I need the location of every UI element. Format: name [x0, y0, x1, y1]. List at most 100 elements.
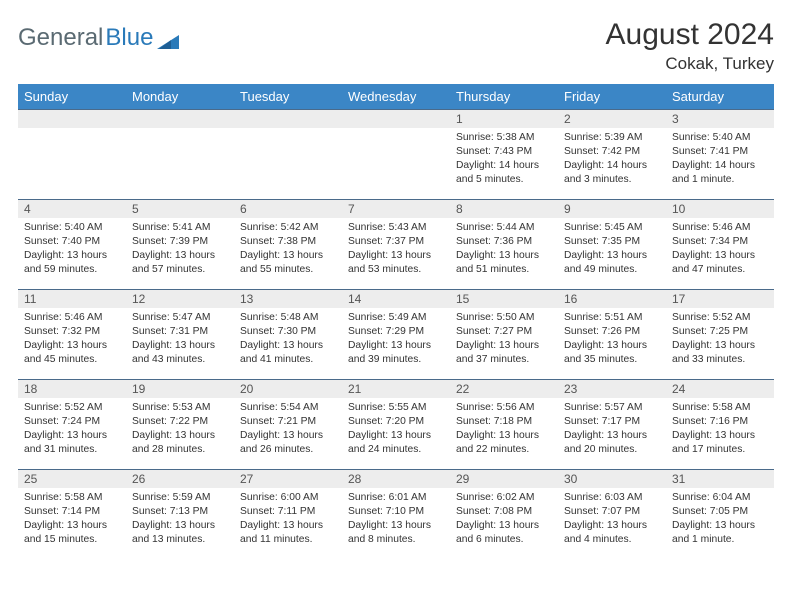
day-details: Sunrise: 6:00 AMSunset: 7:11 PMDaylight:…	[234, 488, 342, 551]
day-number: 20	[234, 380, 342, 398]
daylight-text: Daylight: 13 hours and 51 minutes.	[456, 249, 552, 277]
sunrise-text: Sunrise: 5:48 AM	[240, 311, 336, 325]
day-number	[234, 110, 342, 128]
day-details: Sunrise: 5:44 AMSunset: 7:36 PMDaylight:…	[450, 218, 558, 281]
calendar-cell: 20Sunrise: 5:54 AMSunset: 7:21 PMDayligh…	[234, 380, 342, 470]
day-number: 7	[342, 200, 450, 218]
daylight-text: Daylight: 14 hours and 5 minutes.	[456, 159, 552, 187]
day-number: 28	[342, 470, 450, 488]
day-details: Sunrise: 5:39 AMSunset: 7:42 PMDaylight:…	[558, 128, 666, 191]
sunset-text: Sunset: 7:21 PM	[240, 415, 336, 429]
day-header-row: Sunday Monday Tuesday Wednesday Thursday…	[18, 84, 774, 110]
calendar-cell: 18Sunrise: 5:52 AMSunset: 7:24 PMDayligh…	[18, 380, 126, 470]
calendar-cell: 19Sunrise: 5:53 AMSunset: 7:22 PMDayligh…	[126, 380, 234, 470]
sunrise-text: Sunrise: 5:53 AM	[132, 401, 228, 415]
daylight-text: Daylight: 13 hours and 59 minutes.	[24, 249, 120, 277]
sunset-text: Sunset: 7:42 PM	[564, 145, 660, 159]
day-number: 27	[234, 470, 342, 488]
daylight-text: Daylight: 13 hours and 31 minutes.	[24, 429, 120, 457]
sunset-text: Sunset: 7:13 PM	[132, 505, 228, 519]
day-number: 18	[18, 380, 126, 398]
daylight-text: Daylight: 13 hours and 15 minutes.	[24, 519, 120, 547]
calendar-cell: 31Sunrise: 6:04 AMSunset: 7:05 PMDayligh…	[666, 470, 774, 560]
calendar-cell: 26Sunrise: 5:59 AMSunset: 7:13 PMDayligh…	[126, 470, 234, 560]
sunset-text: Sunset: 7:36 PM	[456, 235, 552, 249]
sunset-text: Sunset: 7:11 PM	[240, 505, 336, 519]
day-details	[126, 128, 234, 135]
day-number: 12	[126, 290, 234, 308]
daylight-text: Daylight: 13 hours and 22 minutes.	[456, 429, 552, 457]
day-number: 17	[666, 290, 774, 308]
day-number: 4	[18, 200, 126, 218]
calendar-cell: 28Sunrise: 6:01 AMSunset: 7:10 PMDayligh…	[342, 470, 450, 560]
day-details: Sunrise: 5:55 AMSunset: 7:20 PMDaylight:…	[342, 398, 450, 461]
daylight-text: Daylight: 14 hours and 1 minute.	[672, 159, 768, 187]
day-number: 14	[342, 290, 450, 308]
sunrise-text: Sunrise: 5:46 AM	[672, 221, 768, 235]
day-header: Sunday	[18, 84, 126, 110]
sunrise-text: Sunrise: 5:40 AM	[24, 221, 120, 235]
day-header: Monday	[126, 84, 234, 110]
day-details: Sunrise: 5:48 AMSunset: 7:30 PMDaylight:…	[234, 308, 342, 371]
daylight-text: Daylight: 13 hours and 17 minutes.	[672, 429, 768, 457]
day-number: 30	[558, 470, 666, 488]
day-number: 16	[558, 290, 666, 308]
calendar-cell: 7Sunrise: 5:43 AMSunset: 7:37 PMDaylight…	[342, 200, 450, 290]
sunset-text: Sunset: 7:39 PM	[132, 235, 228, 249]
daylight-text: Daylight: 13 hours and 1 minute.	[672, 519, 768, 547]
calendar-week-row: 11Sunrise: 5:46 AMSunset: 7:32 PMDayligh…	[18, 290, 774, 380]
day-details: Sunrise: 5:50 AMSunset: 7:27 PMDaylight:…	[450, 308, 558, 371]
day-number: 3	[666, 110, 774, 128]
calendar-body: 1Sunrise: 5:38 AMSunset: 7:43 PMDaylight…	[18, 110, 774, 560]
page-header: GeneralBlue August 2024 Cokak, Turkey	[18, 18, 774, 74]
day-details: Sunrise: 5:52 AMSunset: 7:25 PMDaylight:…	[666, 308, 774, 371]
sunset-text: Sunset: 7:26 PM	[564, 325, 660, 339]
day-details: Sunrise: 5:59 AMSunset: 7:13 PMDaylight:…	[126, 488, 234, 551]
sunset-text: Sunset: 7:34 PM	[672, 235, 768, 249]
calendar-cell: 15Sunrise: 5:50 AMSunset: 7:27 PMDayligh…	[450, 290, 558, 380]
brand-sail-icon	[157, 29, 179, 47]
calendar-cell: 27Sunrise: 6:00 AMSunset: 7:11 PMDayligh…	[234, 470, 342, 560]
day-number: 5	[126, 200, 234, 218]
day-details: Sunrise: 6:04 AMSunset: 7:05 PMDaylight:…	[666, 488, 774, 551]
calendar-cell: 17Sunrise: 5:52 AMSunset: 7:25 PMDayligh…	[666, 290, 774, 380]
daylight-text: Daylight: 13 hours and 45 minutes.	[24, 339, 120, 367]
sunrise-text: Sunrise: 5:57 AM	[564, 401, 660, 415]
sunrise-text: Sunrise: 6:01 AM	[348, 491, 444, 505]
sunrise-text: Sunrise: 5:38 AM	[456, 131, 552, 145]
day-details: Sunrise: 6:03 AMSunset: 7:07 PMDaylight:…	[558, 488, 666, 551]
calendar-cell: 9Sunrise: 5:45 AMSunset: 7:35 PMDaylight…	[558, 200, 666, 290]
daylight-text: Daylight: 13 hours and 39 minutes.	[348, 339, 444, 367]
daylight-text: Daylight: 13 hours and 57 minutes.	[132, 249, 228, 277]
title-block: August 2024 Cokak, Turkey	[606, 18, 774, 74]
sunrise-text: Sunrise: 5:58 AM	[24, 491, 120, 505]
day-details: Sunrise: 5:52 AMSunset: 7:24 PMDaylight:…	[18, 398, 126, 461]
calendar-cell: 29Sunrise: 6:02 AMSunset: 7:08 PMDayligh…	[450, 470, 558, 560]
sunrise-text: Sunrise: 5:59 AM	[132, 491, 228, 505]
day-details: Sunrise: 5:46 AMSunset: 7:34 PMDaylight:…	[666, 218, 774, 281]
day-number: 26	[126, 470, 234, 488]
sunset-text: Sunset: 7:16 PM	[672, 415, 768, 429]
sunrise-text: Sunrise: 5:55 AM	[348, 401, 444, 415]
day-details: Sunrise: 5:56 AMSunset: 7:18 PMDaylight:…	[450, 398, 558, 461]
day-details: Sunrise: 5:47 AMSunset: 7:31 PMDaylight:…	[126, 308, 234, 371]
sunrise-text: Sunrise: 5:41 AM	[132, 221, 228, 235]
sunset-text: Sunset: 7:43 PM	[456, 145, 552, 159]
day-number: 25	[18, 470, 126, 488]
calendar-cell	[342, 110, 450, 200]
day-number	[126, 110, 234, 128]
day-header: Saturday	[666, 84, 774, 110]
calendar-cell: 12Sunrise: 5:47 AMSunset: 7:31 PMDayligh…	[126, 290, 234, 380]
sunrise-text: Sunrise: 6:04 AM	[672, 491, 768, 505]
day-number: 8	[450, 200, 558, 218]
day-details: Sunrise: 5:57 AMSunset: 7:17 PMDaylight:…	[558, 398, 666, 461]
daylight-text: Daylight: 13 hours and 13 minutes.	[132, 519, 228, 547]
sunset-text: Sunset: 7:32 PM	[24, 325, 120, 339]
daylight-text: Daylight: 13 hours and 35 minutes.	[564, 339, 660, 367]
sunset-text: Sunset: 7:41 PM	[672, 145, 768, 159]
calendar-cell: 5 Sunrise: 5:41 AMSunset: 7:39 PMDaylight…	[126, 200, 234, 290]
daylight-text: Daylight: 13 hours and 37 minutes.	[456, 339, 552, 367]
calendar-cell: 2Sunrise: 5:39 AMSunset: 7:42 PMDaylight…	[558, 110, 666, 200]
calendar-week-row: 4Sunrise: 5:40 AMSunset: 7:40 PMDaylight…	[18, 200, 774, 290]
daylight-text: Daylight: 13 hours and 4 minutes.	[564, 519, 660, 547]
